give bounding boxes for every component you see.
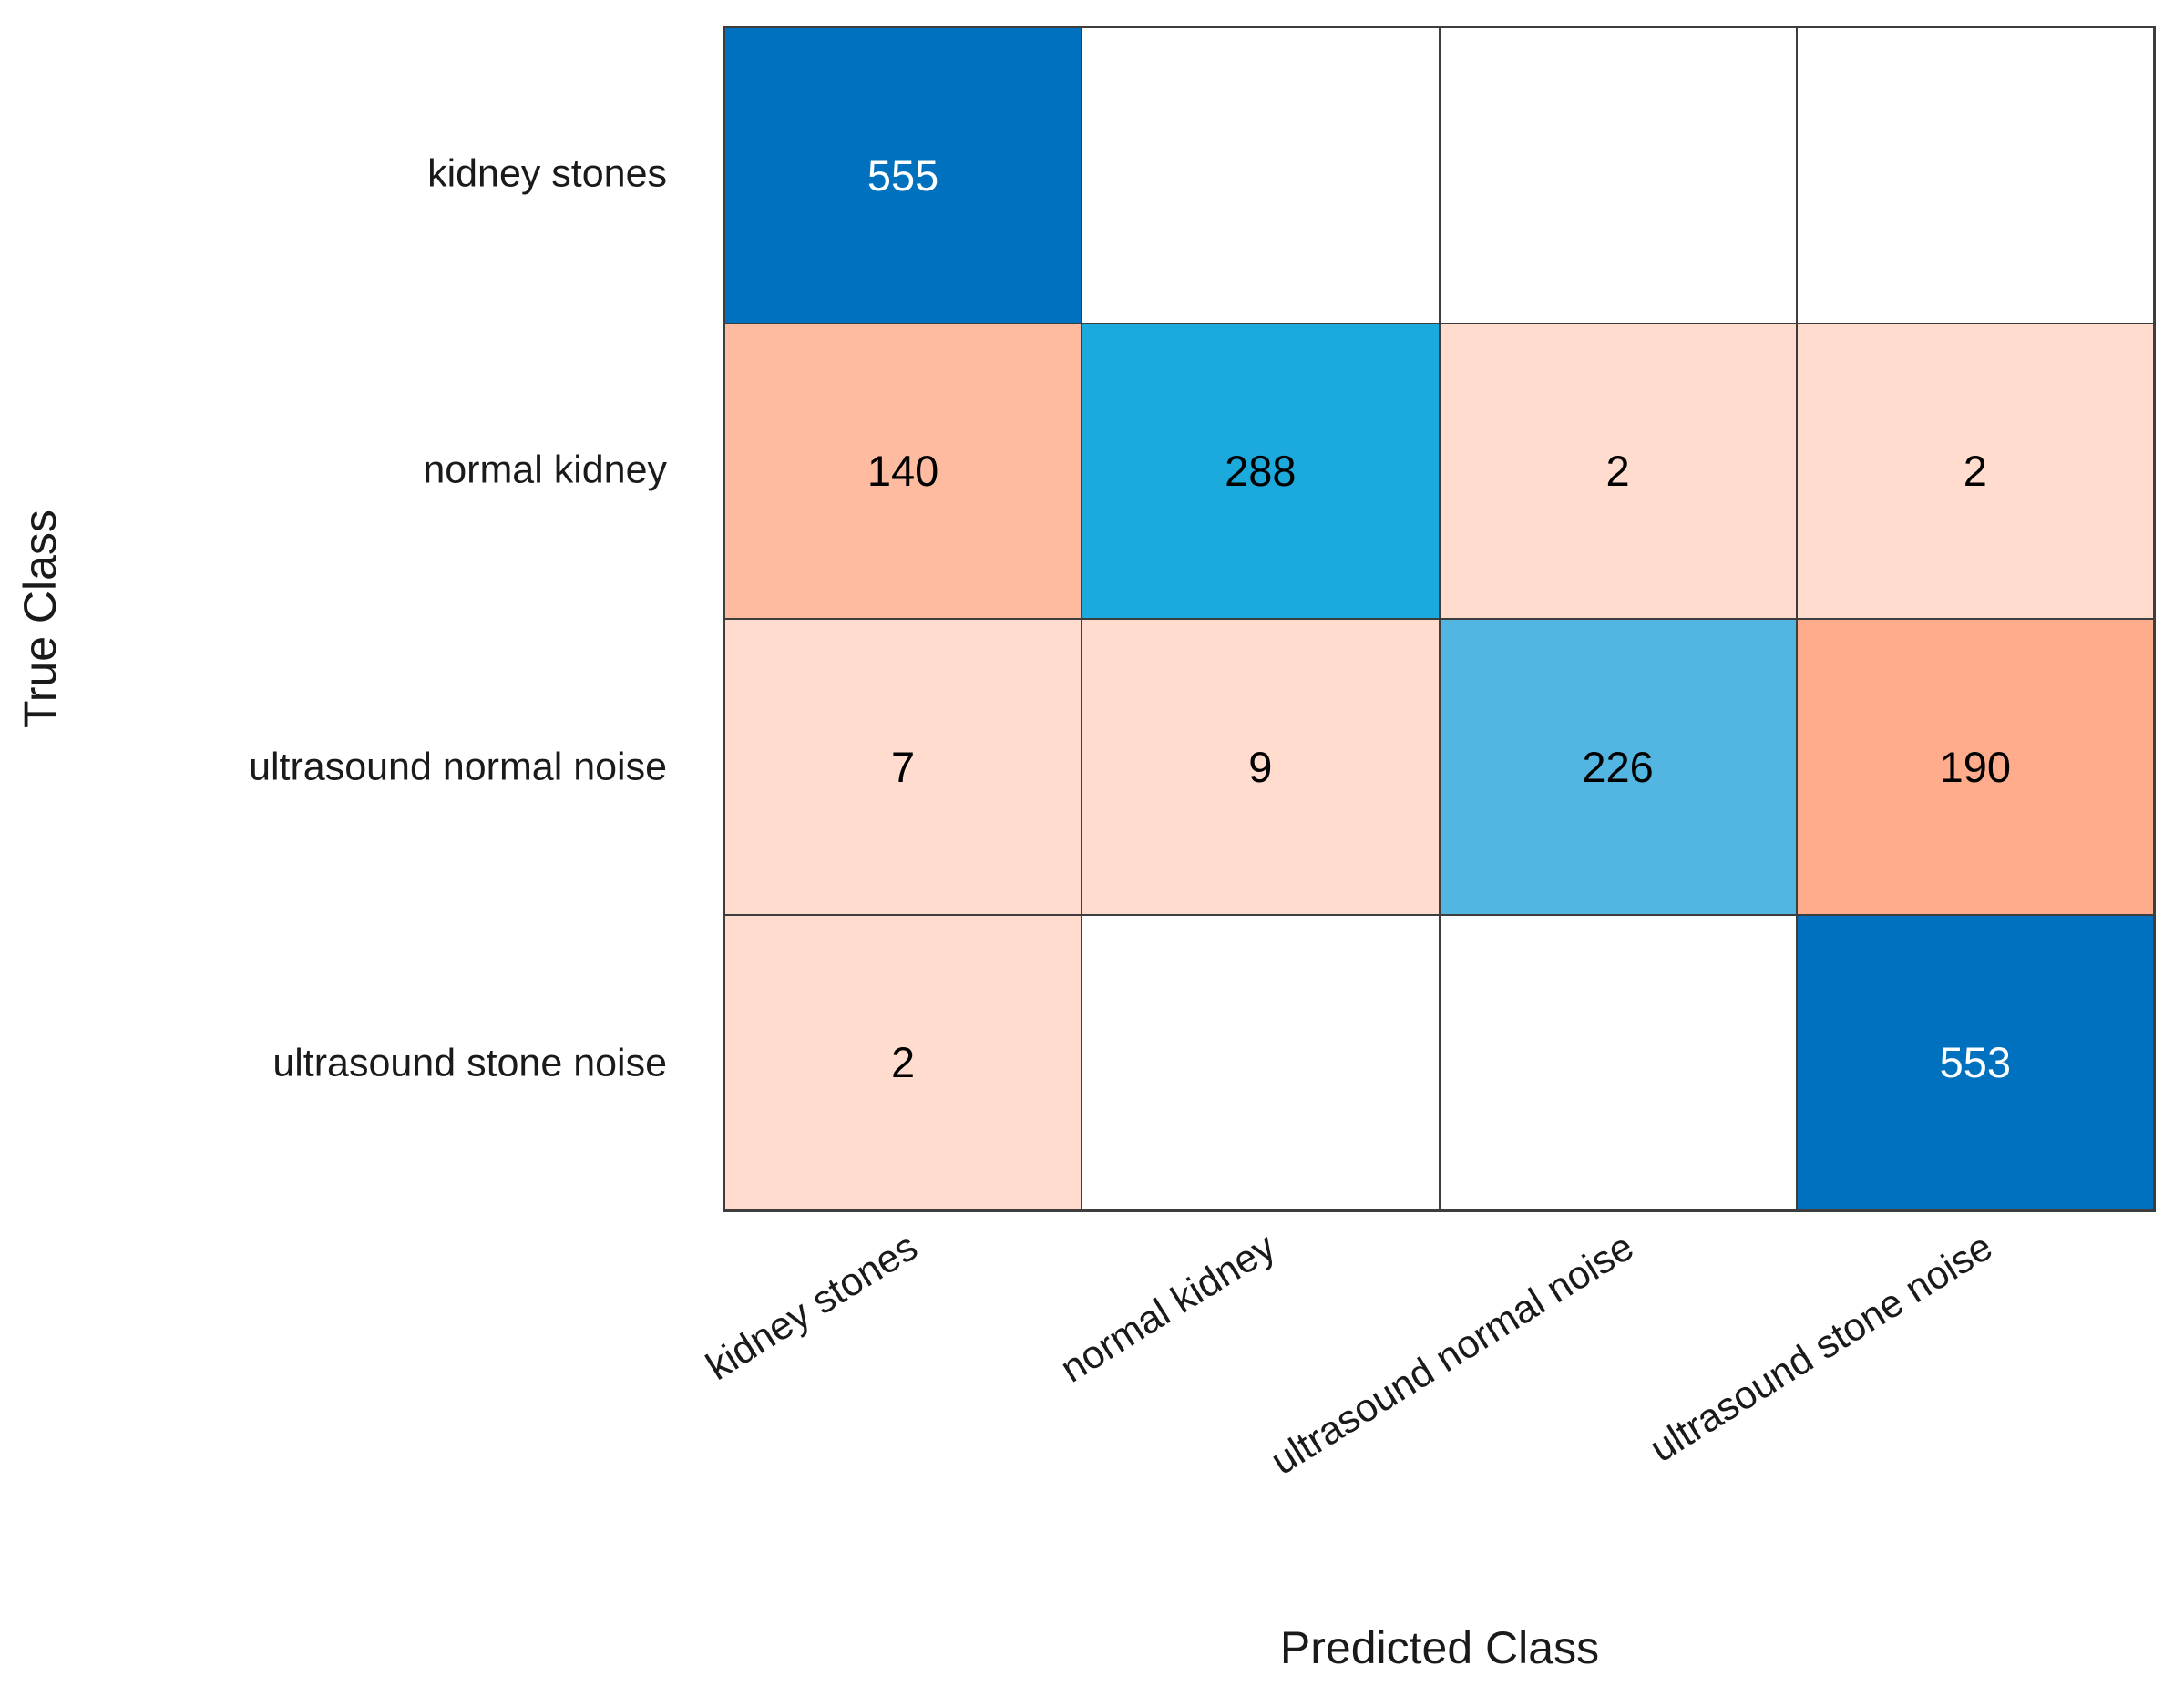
matrix-cell-r1c2: 2 [1439, 323, 1797, 619]
x-tick-label-1: normal kidney [1052, 1225, 1284, 1392]
matrix-cell-r2c3: 190 [1796, 619, 2154, 915]
matrix-grid: 555 140 288 2 2 7 9 226 190 2 553 [723, 26, 2156, 1212]
matrix-cell-r0c3 [1796, 27, 2154, 324]
matrix-cell-r3c0: 2 [724, 914, 1082, 1210]
matrix-cell-r3c1 [1082, 914, 1440, 1210]
y-axis-title: True Class [15, 509, 66, 728]
x-tick-label-0: kidney stones [698, 1225, 926, 1390]
y-tick-label-0: kidney stones [427, 151, 667, 196]
matrix-cell-r1c0: 140 [724, 323, 1082, 619]
matrix-cell-r1c3: 2 [1796, 323, 2154, 619]
matrix-cell-r0c0: 555 [724, 27, 1082, 324]
matrix-cell-r1c1: 288 [1082, 323, 1440, 619]
x-axis-title: Predicted Class [1279, 1622, 1600, 1673]
x-tick-label-2: ultrasound normal noise [1263, 1225, 1642, 1484]
y-tick-label-3: ultrasound stone noise [272, 1041, 667, 1085]
matrix-cell-r3c2 [1439, 914, 1797, 1210]
x-tick-label-3: ultrasound stone noise [1642, 1225, 2000, 1471]
matrix-cell-r2c1: 9 [1082, 619, 1440, 915]
y-tick-label-1: normal kidney [423, 447, 667, 492]
matrix-cell-r0c2 [1439, 27, 1797, 324]
y-tick-label-2: ultrasound normal noise [249, 745, 667, 789]
matrix-cell-r2c2: 226 [1439, 619, 1797, 915]
matrix-cell-r0c1 [1082, 27, 1440, 324]
matrix-cell-r2c0: 7 [724, 619, 1082, 915]
matrix-cell-r3c3: 553 [1796, 914, 2154, 1210]
